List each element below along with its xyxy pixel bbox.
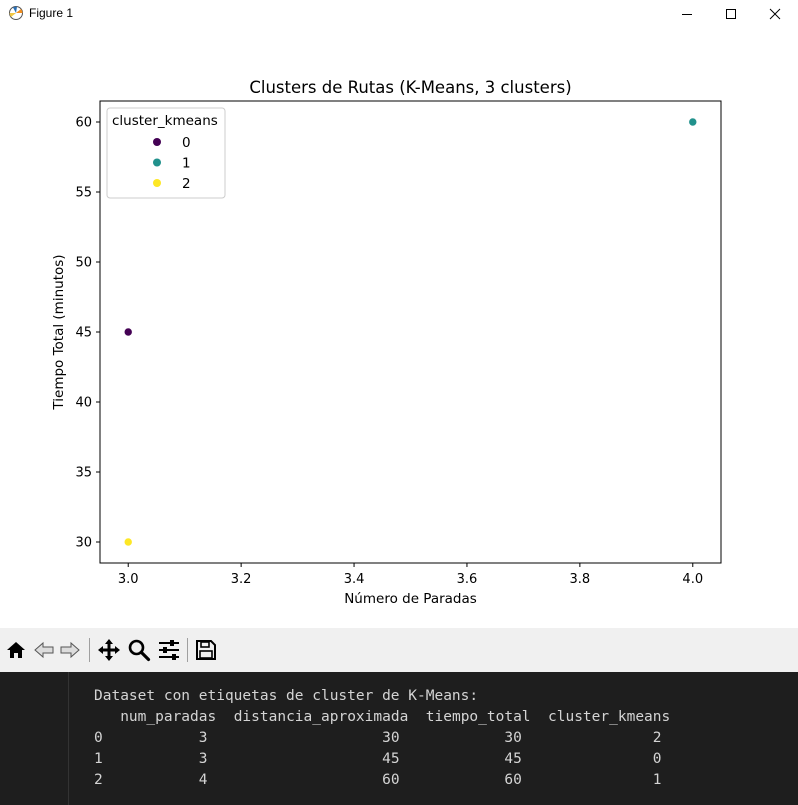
dataframe-row: 0 3 30 30 2 <box>94 730 662 746</box>
terminal-gutter <box>68 672 69 805</box>
figure-canvas[interactable]: Clusters de Rutas (K-Means, 3 clusters) 3… <box>0 28 798 628</box>
column-header: distancia_aproximada <box>233 709 409 725</box>
column-header: tiempo_total <box>425 709 531 725</box>
zoom-icon <box>128 639 151 662</box>
dataframe-header: num_paradas distancia_aproximada tiempo_… <box>94 709 670 725</box>
dataframe-row: 2 4 60 60 1 <box>94 772 662 788</box>
home-button[interactable] <box>4 638 28 662</box>
x-tick-label: 3.8 <box>570 572 591 587</box>
cell-distancia-aproximada: 60 <box>382 772 400 788</box>
window-title: Figure 1 <box>29 6 74 20</box>
back-button[interactable] <box>32 638 56 662</box>
zoom-button[interactable] <box>127 638 151 662</box>
cell-cluster-kmeans: 1 <box>652 772 662 788</box>
chart-title: Clusters de Rutas (K-Means, 3 clusters) <box>249 78 571 97</box>
terminal-output: Dataset con etiquetas de cluster de K-Me… <box>0 672 798 805</box>
legend-marker-1 <box>153 158 161 167</box>
y-tick-label: 40 <box>75 396 92 411</box>
configure-subplots-icon <box>159 640 179 660</box>
y-tick-label: 60 <box>75 116 92 131</box>
home-icon <box>7 642 25 658</box>
cell-num-paradas: 4 <box>198 772 208 788</box>
scatter-chart: Clusters de Rutas (K-Means, 3 clusters) 3… <box>51 78 722 607</box>
forward-button[interactable] <box>58 638 82 662</box>
close-button[interactable] <box>752 0 798 28</box>
close-icon <box>769 8 781 20</box>
matplotlib-app-icon <box>9 6 23 20</box>
column-header: cluster_kmeans <box>548 709 671 725</box>
terminal-text: Dataset con etiquetas de cluster de K-Me… <box>94 686 670 791</box>
maximize-icon <box>726 9 736 19</box>
legend-label: 2 <box>182 176 191 192</box>
x-tick-label: 3.4 <box>344 572 365 587</box>
legend-marker-0 <box>153 138 161 146</box>
y-tick-label: 45 <box>75 326 92 341</box>
x-tick-label: 3.6 <box>457 572 478 587</box>
navigation-toolbar <box>0 628 798 672</box>
legend-marker-2 <box>153 179 161 187</box>
row-index: 2 <box>94 772 103 788</box>
cell-distancia-aproximada: 30 <box>382 730 400 746</box>
maximize-button[interactable] <box>708 0 754 28</box>
save-icon <box>196 640 216 660</box>
minimize-button[interactable] <box>664 0 710 28</box>
x-tick-label: 4.0 <box>682 572 703 587</box>
cell-tiempo-total: 60 <box>504 772 522 788</box>
cell-tiempo-total: 30 <box>504 730 522 746</box>
window-title-bar: Figure 1 <box>0 0 798 28</box>
y-tick-label: 35 <box>75 466 92 481</box>
save-button[interactable] <box>194 638 218 662</box>
configure-subplots-button[interactable] <box>157 638 181 662</box>
cell-num-paradas: 3 <box>198 751 208 767</box>
y-tick-label: 55 <box>75 186 92 201</box>
data-point-cluster-2 <box>123 537 133 547</box>
row-index: 0 <box>94 730 103 746</box>
data-point-cluster-0 <box>123 327 133 337</box>
toolbar-separator <box>187 638 188 662</box>
y-tick-label: 30 <box>75 536 92 551</box>
legend-label: 0 <box>182 135 191 151</box>
forward-icon <box>60 641 80 659</box>
legend-box <box>106 107 226 199</box>
terminal-heading: Dataset con etiquetas de cluster de K-Me… <box>94 688 479 704</box>
legend-label: 1 <box>182 156 191 172</box>
minimize-icon <box>682 14 692 15</box>
cell-cluster-kmeans: 2 <box>652 730 662 746</box>
legend-title: cluster_kmeans <box>112 113 218 129</box>
y-tick-label: 50 <box>75 256 92 271</box>
cell-tiempo-total: 45 <box>504 751 522 767</box>
data-point-cluster-1 <box>688 117 698 127</box>
column-header: num_paradas <box>120 709 217 725</box>
pan-icon <box>98 639 120 661</box>
row-index: 1 <box>94 751 103 767</box>
cell-distancia-aproximada: 45 <box>382 751 400 767</box>
cell-cluster-kmeans: 0 <box>652 751 662 767</box>
pan-button[interactable] <box>97 638 121 662</box>
y-axis-label: Tiempo Total (minutos) <box>51 254 67 410</box>
toolbar-separator <box>89 638 90 662</box>
cell-num-paradas: 3 <box>198 730 208 746</box>
x-tick-label: 3.2 <box>231 572 252 587</box>
x-tick-label: 3.0 <box>118 572 139 587</box>
back-icon <box>34 641 54 659</box>
dataframe-row: 1 3 45 45 0 <box>94 751 662 767</box>
x-axis-label: Número de Paradas <box>344 591 477 607</box>
